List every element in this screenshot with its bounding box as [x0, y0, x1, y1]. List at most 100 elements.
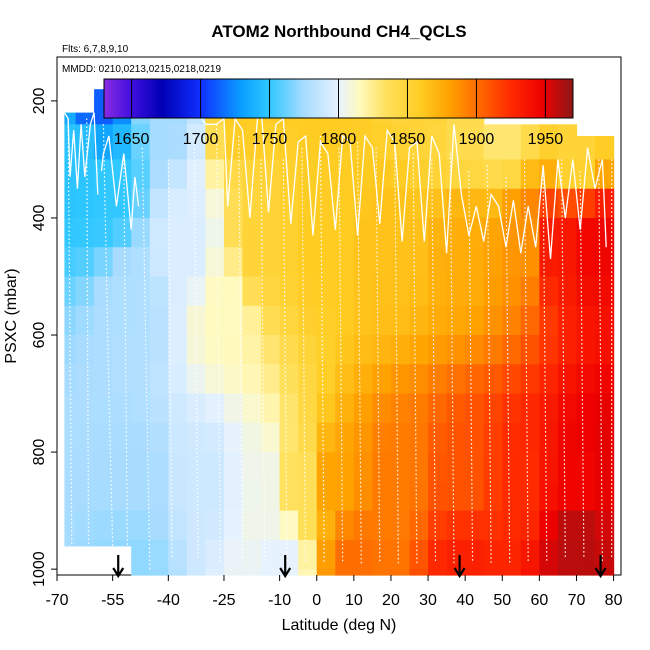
heatmap-cell — [75, 452, 95, 482]
heatmap-cell — [483, 452, 503, 482]
heatmap-cell — [298, 159, 318, 190]
heatmap-cell — [168, 305, 188, 336]
heatmap-cell — [279, 422, 299, 453]
x-axis-label: Latitude (deg N) — [282, 617, 397, 634]
heatmap-cell — [168, 539, 188, 570]
heatmap-cell — [298, 510, 318, 541]
heatmap-cell — [131, 393, 151, 424]
heatmap-cell — [372, 569, 392, 576]
heatmap-cell — [576, 569, 596, 576]
heatmap-cell — [372, 481, 392, 512]
heatmap-cell — [595, 481, 615, 512]
heatmap-cell — [428, 364, 448, 395]
heatmap-cell — [131, 188, 151, 219]
heatmap-cell — [353, 305, 373, 336]
heatmap-cell — [168, 218, 188, 248]
heatmap-cell — [261, 569, 281, 576]
heatmap-cell — [316, 247, 336, 278]
heatmap-cell — [576, 393, 596, 424]
heatmap-cell — [372, 364, 392, 395]
heatmap-cell — [112, 335, 132, 365]
heatmap-cell — [446, 539, 466, 570]
heatmap-cell — [94, 335, 114, 365]
heatmap-cell — [539, 393, 559, 424]
heatmap-cell — [428, 452, 448, 482]
heatmap-cell — [224, 247, 244, 278]
heatmap-cell — [242, 393, 262, 424]
heatmap-cell — [446, 247, 466, 278]
heatmap-cell — [168, 364, 188, 395]
heatmap-cell — [112, 393, 132, 424]
heatmap-cell — [483, 393, 503, 424]
y-tick-label: 400 — [31, 205, 48, 232]
x-tick-label: -25 — [212, 592, 235, 609]
heatmap-cell — [576, 510, 596, 541]
heatmap-cell — [316, 364, 336, 395]
heatmap-cell — [94, 159, 114, 190]
heatmap-cell — [205, 422, 225, 453]
flight-track-profile — [598, 159, 603, 564]
heatmap-cell — [205, 364, 225, 395]
heatmap-cell — [539, 510, 559, 541]
heatmap-cell — [502, 481, 522, 512]
heatmap-cell — [149, 305, 169, 336]
heatmap-cell — [64, 124, 77, 160]
heatmap-cell — [557, 247, 578, 278]
flights-note: Flts: 6,7,8,9,10 — [62, 44, 129, 55]
heatmap-cell — [112, 276, 132, 307]
heatmap-cell — [224, 276, 244, 307]
flight-track-profile — [216, 124, 221, 564]
heatmap-cell — [298, 569, 318, 576]
heatmap-cell — [335, 393, 355, 424]
y-tick-label: 1000 — [31, 551, 48, 587]
heatmap-cell — [64, 188, 77, 219]
heatmap-cell — [372, 393, 392, 424]
heatmap-cell — [557, 510, 578, 541]
heatmap-cell — [94, 539, 114, 547]
heatmap-cell — [131, 305, 151, 336]
heatmap-cell — [520, 364, 540, 395]
heatmap-cell — [316, 124, 336, 160]
heatmap-cell — [75, 393, 95, 424]
heatmap-cell — [483, 335, 503, 365]
heatmap-cell — [465, 276, 485, 307]
flight-track-leg — [100, 135, 140, 230]
heatmap-cell — [298, 422, 318, 453]
heatmap-cell — [75, 364, 95, 395]
heatmap-cell — [112, 218, 132, 248]
heatmap-cell — [279, 393, 299, 424]
heatmap-cell — [390, 510, 411, 541]
flight-track-profile — [319, 135, 325, 564]
x-tick-label: 30 — [419, 592, 437, 609]
heatmap-cell — [335, 569, 355, 576]
heatmap-cell — [168, 247, 188, 278]
heatmap-cell — [186, 364, 207, 395]
heatmap-cell — [353, 569, 373, 576]
heatmap-cell — [483, 159, 503, 190]
colorbar-tick-label: 1700 — [183, 131, 219, 148]
colorbar-tick-label: 1900 — [459, 131, 495, 148]
heatmap-cell — [502, 422, 522, 453]
heatmap-cell — [75, 305, 95, 336]
heatmap-cell — [149, 422, 169, 453]
heatmap-cell — [298, 393, 318, 424]
heatmap-cell — [224, 393, 244, 424]
x-tick-label: 20 — [382, 592, 400, 609]
heatmap-cell — [94, 481, 114, 512]
heatmap-cell — [75, 247, 95, 278]
heatmap-cell — [557, 124, 578, 160]
heatmap-cell — [186, 481, 207, 512]
heatmap-cell — [520, 124, 540, 160]
heatmap-cell — [576, 481, 596, 512]
heatmap-cell — [446, 510, 466, 541]
heatmap-cell — [64, 247, 77, 278]
heatmap-cell — [576, 188, 596, 219]
heatmap-cell — [335, 364, 355, 395]
heatmap-cell — [112, 124, 132, 160]
heatmap-cell — [186, 335, 207, 365]
heatmap-cell — [390, 393, 411, 424]
heatmap-cell — [428, 510, 448, 541]
heatmap-cell — [224, 335, 244, 365]
heatmap-cell — [557, 539, 578, 570]
